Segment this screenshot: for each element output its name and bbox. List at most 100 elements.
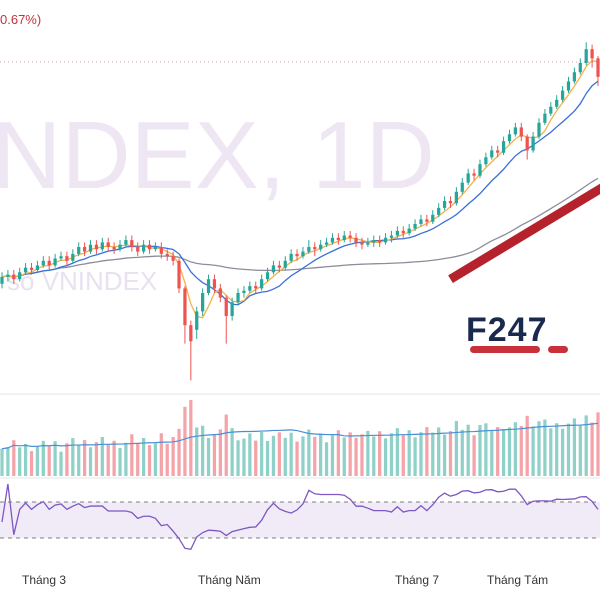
candle-body bbox=[531, 136, 535, 151]
volume-bar bbox=[590, 422, 594, 476]
volume-bar bbox=[0, 448, 4, 476]
volume-bar bbox=[88, 447, 93, 476]
candle-body bbox=[490, 150, 494, 158]
volume-bar bbox=[484, 423, 488, 476]
candle-body bbox=[265, 272, 270, 280]
candle-body bbox=[372, 240, 376, 243]
candle-body bbox=[513, 127, 518, 135]
volume-bar bbox=[23, 443, 28, 476]
volume-bar bbox=[531, 426, 535, 476]
candle-body bbox=[124, 240, 128, 245]
candle-body bbox=[484, 157, 488, 165]
volume-bar bbox=[490, 430, 494, 476]
volume-bar bbox=[578, 425, 582, 476]
volume-bar bbox=[254, 440, 258, 476]
volume-bar bbox=[525, 415, 529, 476]
candle-body bbox=[248, 286, 252, 291]
candle-body bbox=[230, 302, 234, 316]
candle-body bbox=[88, 244, 93, 252]
volume-bar bbox=[348, 432, 352, 476]
candle-body bbox=[354, 237, 358, 243]
candle-body bbox=[431, 214, 435, 222]
candle-body bbox=[560, 90, 565, 100]
change-percent-label: 0.67%) bbox=[0, 12, 42, 27]
trendline-stroke[interactable] bbox=[448, 161, 600, 284]
candle-body bbox=[142, 244, 146, 252]
candle-body bbox=[496, 150, 500, 153]
watermark-symbol: NDEX, 1D bbox=[0, 102, 435, 209]
candle-body bbox=[401, 230, 405, 234]
volume-bar bbox=[566, 423, 571, 476]
volume-bar bbox=[472, 435, 476, 476]
volume-bar bbox=[301, 436, 305, 476]
volume-bar bbox=[29, 451, 34, 476]
trendline[interactable] bbox=[448, 161, 600, 284]
volume-bar bbox=[519, 426, 523, 476]
volume-bar bbox=[277, 432, 281, 476]
candle-body bbox=[460, 182, 464, 192]
volume-bar bbox=[336, 430, 340, 476]
candle-body bbox=[336, 237, 340, 241]
volume-bar bbox=[12, 440, 16, 476]
candle-body bbox=[501, 141, 506, 153]
volume-bar bbox=[248, 433, 252, 476]
volume-bar bbox=[289, 432, 293, 476]
volume-bar bbox=[224, 414, 228, 476]
candle-body bbox=[555, 99, 559, 107]
candle-body bbox=[378, 240, 382, 243]
candle-body bbox=[165, 253, 169, 257]
candle-body bbox=[147, 244, 152, 250]
volume-bar bbox=[100, 437, 104, 476]
candle-body bbox=[442, 201, 447, 208]
volume-bar bbox=[147, 445, 152, 476]
candle-body bbox=[549, 106, 553, 114]
volume-bar bbox=[136, 443, 140, 476]
candle-body bbox=[584, 49, 588, 63]
ma-slow-line bbox=[1, 177, 599, 278]
volume-bar bbox=[395, 428, 399, 476]
candle-body bbox=[206, 279, 211, 293]
candle-body bbox=[543, 113, 547, 123]
candle-body bbox=[118, 244, 122, 250]
candle-body bbox=[366, 242, 370, 245]
volume-bar bbox=[218, 429, 222, 476]
candle-body bbox=[224, 297, 228, 316]
candle-body bbox=[260, 279, 264, 289]
volume-bar bbox=[307, 429, 311, 476]
volume-bar bbox=[112, 440, 116, 476]
candle-body bbox=[389, 235, 394, 238]
volume-bar bbox=[407, 430, 411, 476]
candle-body bbox=[12, 274, 16, 280]
candle-body bbox=[348, 235, 352, 238]
rsi-polyline bbox=[1, 483, 599, 551]
volume-bar bbox=[466, 424, 470, 476]
candle-body bbox=[283, 260, 287, 268]
candle-body bbox=[437, 207, 441, 215]
candle-body bbox=[77, 247, 81, 254]
volume-bar bbox=[165, 443, 169, 476]
candle-body bbox=[448, 201, 453, 204]
candle-body bbox=[112, 247, 116, 250]
volume-bar bbox=[413, 437, 417, 476]
candle-body bbox=[23, 267, 28, 273]
volume-bar bbox=[206, 437, 211, 476]
volume-bar bbox=[82, 440, 87, 476]
volume-bar bbox=[242, 438, 246, 476]
volume-bar bbox=[6, 447, 10, 476]
candle-body bbox=[572, 72, 577, 82]
volume-bar bbox=[124, 442, 128, 476]
candle-body bbox=[94, 244, 99, 250]
candle-body bbox=[313, 247, 317, 250]
candle-body bbox=[136, 247, 140, 252]
volume-bar bbox=[236, 440, 240, 476]
candle-body bbox=[271, 265, 276, 273]
candle-body bbox=[171, 256, 175, 261]
candle-body bbox=[413, 224, 417, 229]
volume-bar bbox=[313, 436, 317, 476]
candle-body bbox=[590, 49, 594, 59]
volume-bar bbox=[53, 441, 57, 476]
candle-body bbox=[360, 242, 364, 245]
candle-body bbox=[419, 219, 423, 224]
candle-body bbox=[82, 247, 87, 252]
